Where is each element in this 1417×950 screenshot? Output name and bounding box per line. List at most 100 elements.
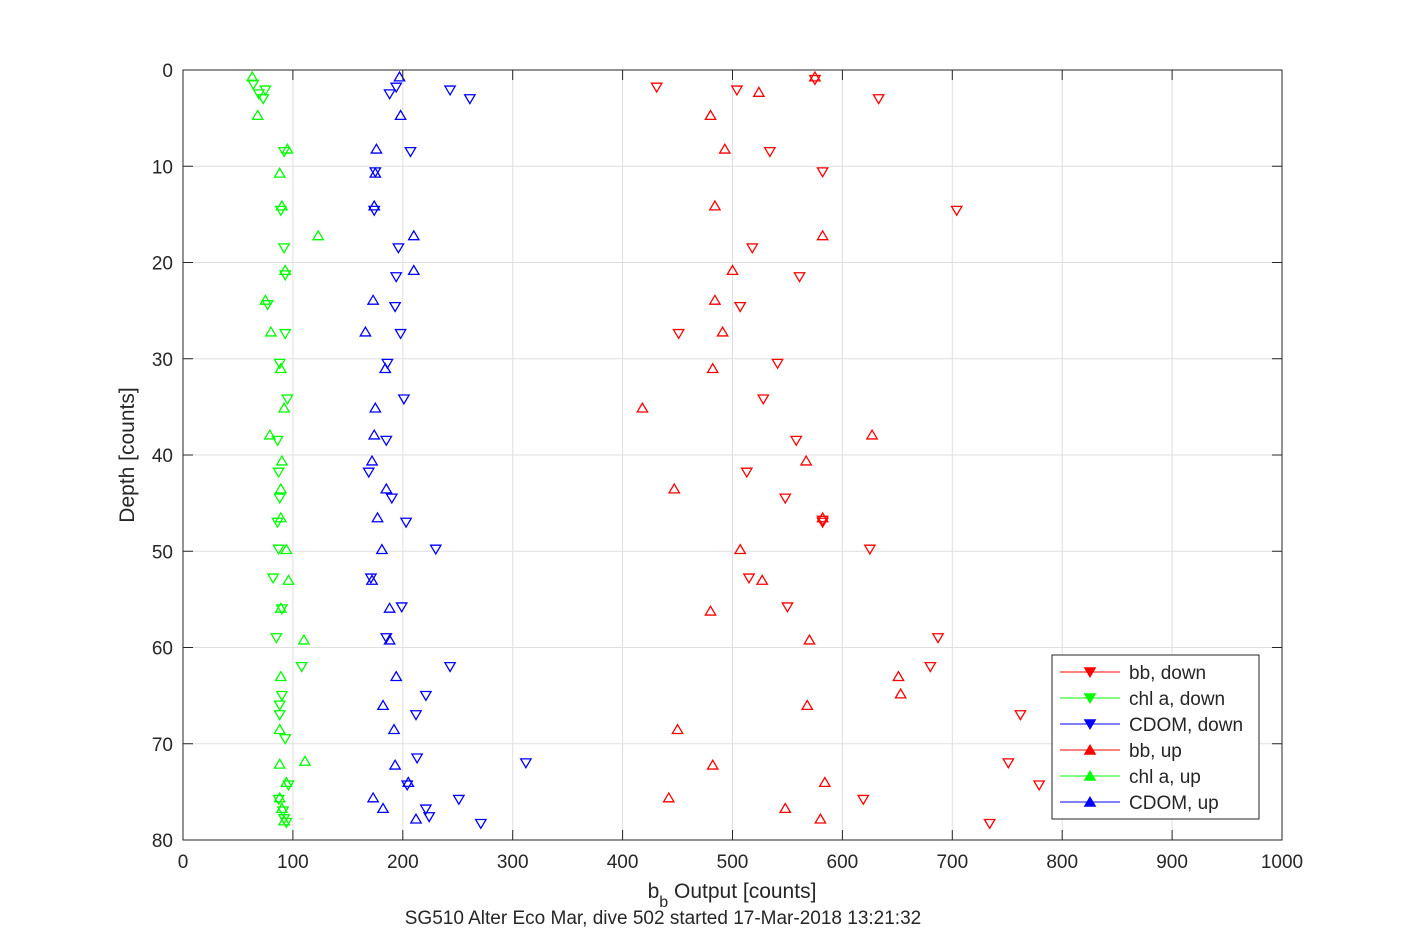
data-point bbox=[376, 699, 390, 711]
data-point bbox=[261, 300, 274, 311]
data-points bbox=[245, 70, 1046, 830]
data-point bbox=[1032, 780, 1046, 792]
x-tick-label: 900 bbox=[1156, 852, 1188, 873]
legend-marker bbox=[1083, 770, 1097, 781]
data-point bbox=[443, 661, 457, 673]
series-3 bbox=[636, 70, 907, 824]
data-point bbox=[983, 818, 997, 830]
data-point bbox=[704, 604, 717, 616]
data-point bbox=[259, 294, 272, 305]
x-tick-label: 100 bbox=[277, 852, 309, 873]
data-point bbox=[273, 791, 287, 803]
legend: bb, down chl a, down CDOM, down bb, up chl a… bbox=[1051, 654, 1260, 820]
data-point bbox=[277, 814, 291, 826]
data-point bbox=[279, 776, 293, 788]
data-point bbox=[273, 493, 287, 505]
data-point bbox=[730, 85, 744, 97]
x-tick-label: 600 bbox=[827, 852, 859, 873]
data-point bbox=[272, 467, 285, 479]
data-point bbox=[368, 401, 382, 413]
data-point bbox=[950, 205, 964, 217]
data-point bbox=[273, 358, 287, 370]
data-point bbox=[419, 804, 433, 816]
data-point bbox=[793, 272, 806, 283]
data-point bbox=[359, 325, 372, 337]
data-point bbox=[799, 454, 813, 466]
data-point bbox=[394, 328, 407, 340]
data-point bbox=[392, 243, 405, 255]
x-tick-label: 1000 bbox=[1261, 852, 1303, 873]
data-point bbox=[388, 301, 402, 313]
data-point bbox=[407, 264, 421, 276]
data-point bbox=[872, 94, 886, 105]
data-point bbox=[708, 199, 722, 211]
y-tick-label: 50 bbox=[152, 542, 173, 563]
legend-label: CDOM, down bbox=[1129, 715, 1243, 736]
data-point bbox=[742, 573, 756, 585]
data-point bbox=[370, 142, 383, 154]
data-point bbox=[892, 670, 905, 682]
data-point bbox=[443, 85, 457, 97]
data-point bbox=[277, 147, 291, 158]
data-point bbox=[379, 435, 393, 447]
data-point bbox=[383, 633, 396, 645]
data-point bbox=[383, 89, 396, 101]
data-point bbox=[272, 544, 285, 556]
data-point bbox=[256, 94, 270, 105]
data-point bbox=[519, 758, 533, 769]
data-point bbox=[894, 687, 907, 699]
data-point bbox=[662, 791, 676, 803]
data-point bbox=[400, 780, 414, 792]
data-point bbox=[367, 205, 381, 217]
data-point bbox=[275, 454, 289, 466]
x-axis-label-prefix: b bbox=[648, 880, 660, 903]
data-point bbox=[383, 602, 396, 613]
x-tick-label: 0 bbox=[178, 852, 189, 873]
data-point bbox=[362, 467, 376, 479]
data-point bbox=[931, 633, 945, 644]
data-point bbox=[278, 264, 292, 276]
data-point bbox=[816, 515, 829, 527]
data-point bbox=[708, 294, 722, 305]
data-point bbox=[808, 70, 822, 82]
data-point bbox=[650, 82, 664, 94]
data-point bbox=[298, 755, 312, 766]
data-point bbox=[778, 493, 792, 505]
legend-entry: bb, up bbox=[1060, 741, 1182, 762]
legend-marker bbox=[1083, 719, 1097, 730]
data-point bbox=[367, 199, 381, 211]
data-point bbox=[422, 812, 436, 823]
data-point bbox=[389, 670, 403, 682]
data-point bbox=[389, 82, 403, 94]
data-point bbox=[399, 517, 413, 529]
data-point bbox=[311, 229, 325, 241]
data-point bbox=[365, 574, 379, 585]
data-point bbox=[789, 435, 803, 447]
data-point bbox=[276, 806, 290, 818]
y-tick-label: 10 bbox=[152, 157, 173, 178]
y-tick-label: 80 bbox=[152, 831, 173, 852]
data-point bbox=[275, 690, 289, 702]
x-tick-label: 800 bbox=[1046, 852, 1078, 873]
x-tick-label: 700 bbox=[936, 852, 968, 873]
series-5 bbox=[359, 70, 423, 824]
x-tick-label: 400 bbox=[607, 852, 639, 873]
data-point bbox=[409, 812, 423, 824]
data-point bbox=[277, 243, 291, 255]
data-point bbox=[297, 633, 311, 645]
data-point bbox=[752, 86, 766, 97]
data-point bbox=[365, 454, 379, 466]
data-point bbox=[278, 734, 292, 745]
y-tick-label: 40 bbox=[152, 446, 173, 467]
data-point bbox=[808, 74, 822, 86]
legend-entry: CDOM, down bbox=[1060, 715, 1243, 736]
data-point bbox=[379, 482, 393, 494]
data-point bbox=[274, 482, 288, 494]
data-point bbox=[407, 229, 421, 241]
data-point bbox=[755, 574, 769, 585]
data-point bbox=[706, 758, 720, 770]
data-point bbox=[404, 147, 417, 158]
series-4 bbox=[245, 70, 325, 826]
data-point bbox=[816, 229, 829, 241]
data-point bbox=[771, 358, 784, 370]
